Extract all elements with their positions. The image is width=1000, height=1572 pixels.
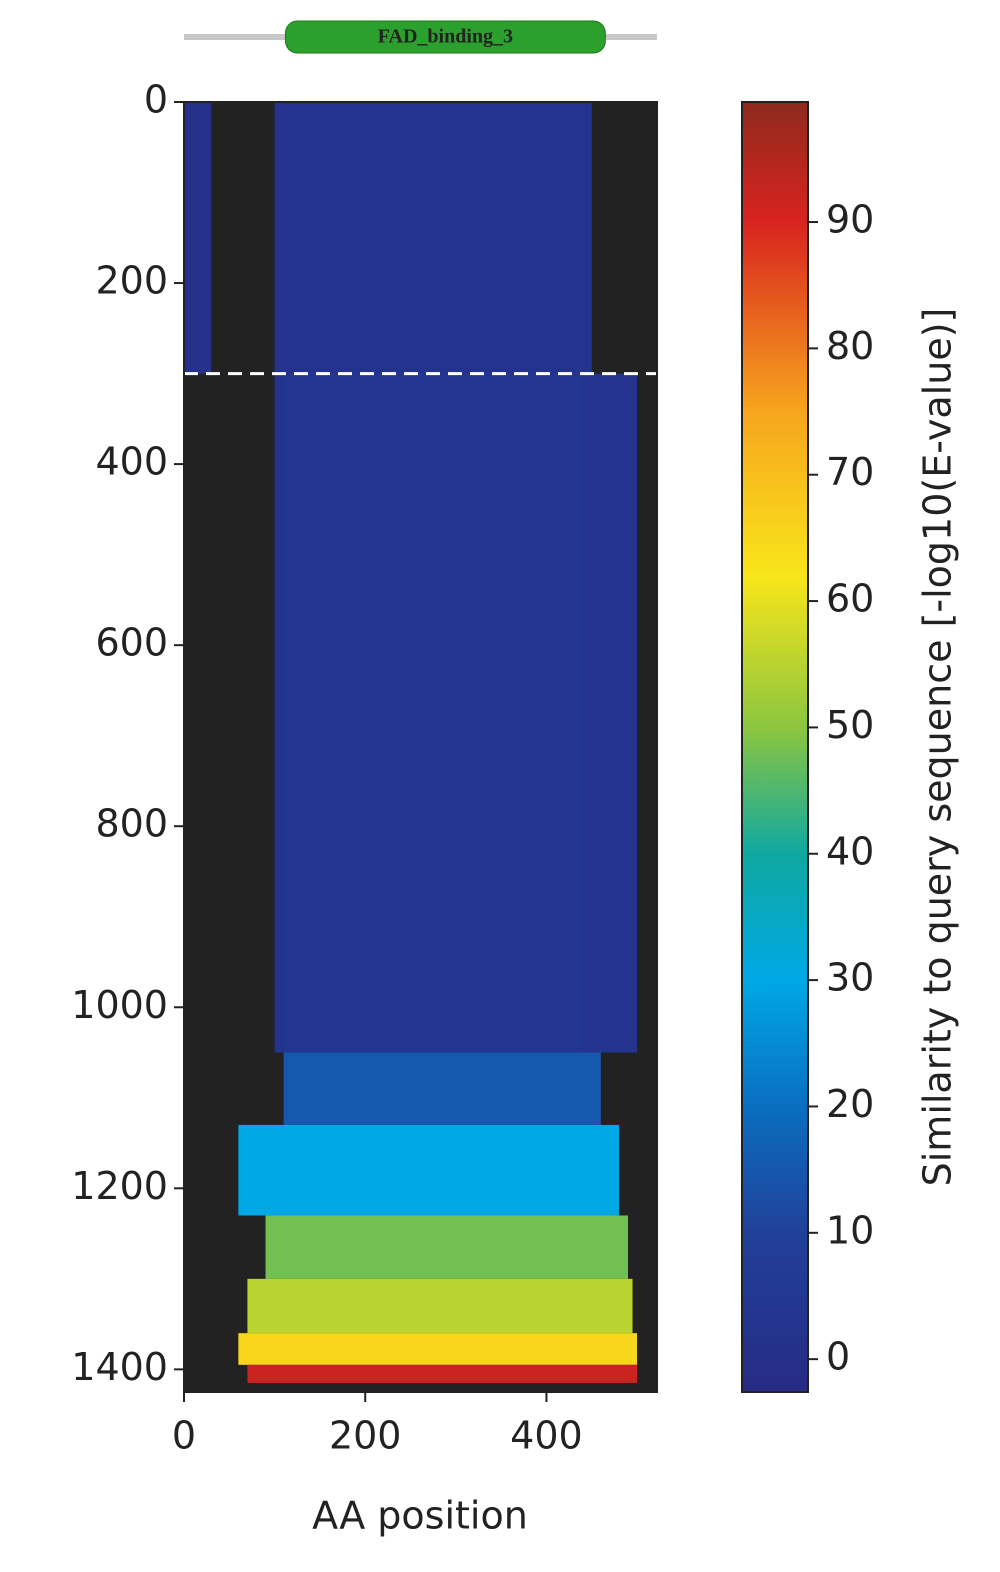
y-tick-label: 1400 bbox=[71, 1345, 168, 1389]
domain-box bbox=[284, 20, 606, 54]
y-tick-label: 200 bbox=[95, 259, 168, 303]
heatmap-cell bbox=[238, 1124, 619, 1216]
heatmap-cell bbox=[247, 1364, 638, 1383]
colorbar-tick-label: 80 bbox=[826, 324, 874, 368]
heatmap-cell bbox=[247, 1278, 633, 1334]
y-tick-label: 0 bbox=[144, 78, 168, 122]
colorbar-tick-label: 40 bbox=[826, 829, 874, 873]
colorbar-tick-label: 10 bbox=[826, 1208, 874, 1252]
colorbar-tick-label: 20 bbox=[826, 1082, 874, 1126]
heatmap-cell bbox=[184, 102, 212, 374]
colorbar-tick-label: 60 bbox=[826, 577, 874, 621]
plot-frame bbox=[183, 101, 658, 1393]
y-tick-label: 600 bbox=[95, 621, 168, 665]
y-tick-label: 400 bbox=[95, 440, 168, 484]
heatmap-cell bbox=[265, 1215, 629, 1279]
y-tick-label: 1000 bbox=[71, 983, 168, 1027]
colorbar-tick-label: 70 bbox=[826, 450, 874, 494]
x-axis-label: AA position bbox=[312, 1494, 528, 1538]
x-tick-label: 0 bbox=[172, 1414, 196, 1458]
colorbar-tick-label: 90 bbox=[826, 198, 874, 242]
x-tick-label: 400 bbox=[510, 1414, 583, 1458]
heatmap-cell bbox=[238, 1333, 638, 1365]
colorbar-tick-label: 50 bbox=[826, 703, 874, 747]
y-tick-label: 1200 bbox=[71, 1164, 168, 1208]
x-tick-label: 200 bbox=[329, 1414, 402, 1458]
domain-label: FAD_binding_3 bbox=[378, 26, 513, 48]
heatmap-cell bbox=[283, 1052, 601, 1125]
colorbar-tick-label: 30 bbox=[826, 956, 874, 1000]
colorbar-label: Similarity to query sequence [-log10(E-v… bbox=[916, 308, 960, 1187]
colorbar bbox=[741, 101, 809, 1393]
colorbar-tick-label: 0 bbox=[826, 1335, 850, 1379]
heatmap-cell bbox=[283, 373, 583, 1053]
heatmap-cell bbox=[274, 102, 592, 374]
y-tick-label: 800 bbox=[95, 802, 168, 846]
